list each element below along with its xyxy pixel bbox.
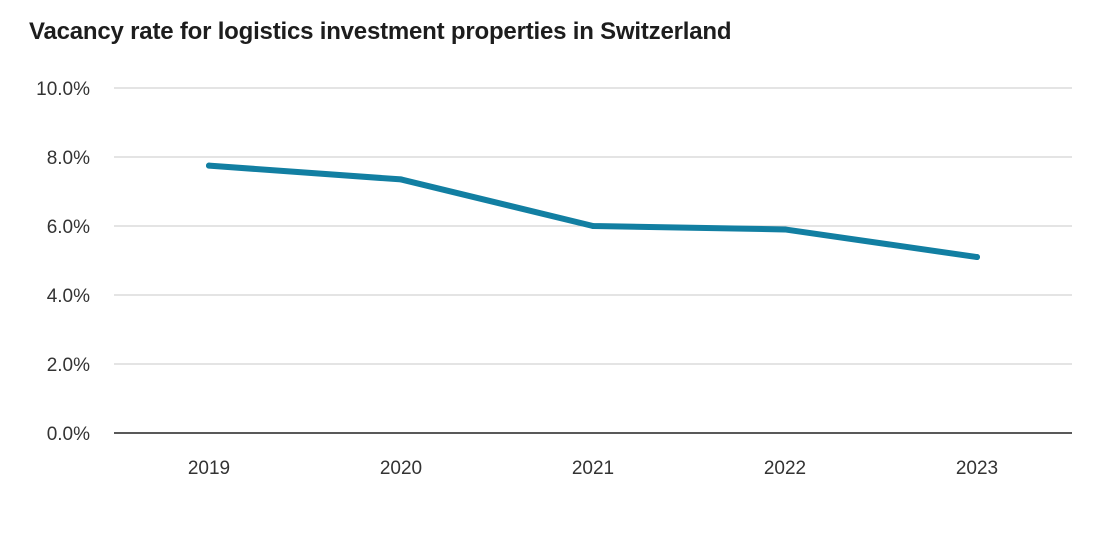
- series-lines: [206, 162, 980, 261]
- y-tick-label: 0.0%: [47, 424, 90, 445]
- y-tick-label: 2.0%: [47, 355, 90, 376]
- series-line: [206, 162, 980, 261]
- data-point: [398, 176, 404, 183]
- x-axis-tick-labels: 2019 2020 2021 2022 2023: [188, 458, 998, 479]
- y-tick-label: 4.0%: [47, 286, 90, 307]
- data-point: [974, 254, 980, 261]
- chart-title: Vacancy rate for logistics investment pr…: [29, 18, 732, 45]
- x-tick-label: 2020: [380, 458, 422, 479]
- data-point: [782, 226, 788, 233]
- x-tick-label: 2022: [764, 458, 806, 479]
- data-point: [590, 223, 596, 229]
- x-tick-label: 2023: [956, 458, 998, 479]
- y-axis-tick-labels: 0.0% 2.0% 4.0% 6.0% 8.0% 10.0%: [36, 79, 90, 445]
- y-tick-label: 10.0%: [36, 79, 90, 100]
- data-point: [206, 162, 212, 169]
- gridlines: [114, 87, 1072, 434]
- x-tick-label: 2019: [188, 458, 230, 479]
- y-tick-label: 8.0%: [47, 148, 90, 169]
- y-tick-label: 6.0%: [47, 217, 90, 238]
- x-tick-label: 2021: [572, 458, 614, 479]
